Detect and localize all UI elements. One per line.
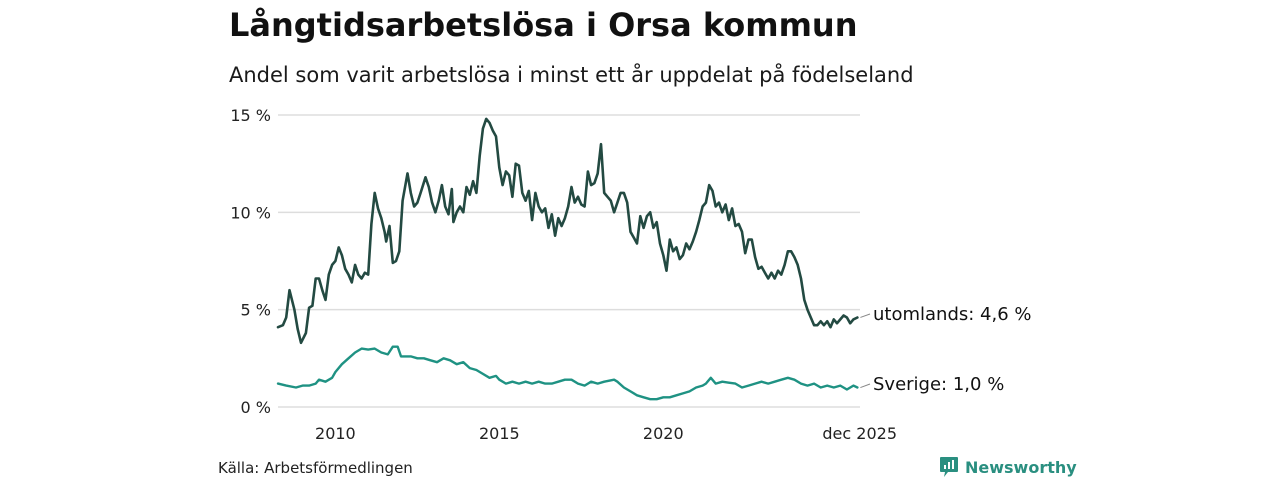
x-tick-label: 2015 <box>479 424 520 443</box>
newsworthy-logo-icon <box>940 457 958 477</box>
source-note: Källa: Arbetsförmedlingen <box>218 459 413 477</box>
x-tick-label: 2020 <box>643 424 684 443</box>
y-tick-label: 0 % <box>241 398 271 417</box>
chart-title: Långtidsarbetslösa i Orsa kommun <box>229 6 858 44</box>
brand-logo[interactable]: Newsworthy <box>939 456 1077 478</box>
end-label-utomlands: utomlands: 4,6 % <box>873 304 1032 325</box>
y-tick-label: 10 % <box>230 203 271 222</box>
x-tick-label: dec 2025 <box>822 424 897 443</box>
end-label-connector <box>860 313 871 318</box>
series-line-sverige <box>276 345 859 401</box>
end-label-sverige: Sverige: 1,0 % <box>873 374 1004 395</box>
x-tick-label: 2010 <box>315 424 356 443</box>
brand-name: Newsworthy <box>965 457 1077 477</box>
series-line-utomlands <box>276 117 859 345</box>
end-label-connector <box>860 383 871 389</box>
y-tick-label: 5 % <box>241 301 271 320</box>
y-tick-label: 15 % <box>230 106 271 125</box>
chart-subtitle: Andel som varit arbetslösa i minst ett å… <box>229 63 914 87</box>
